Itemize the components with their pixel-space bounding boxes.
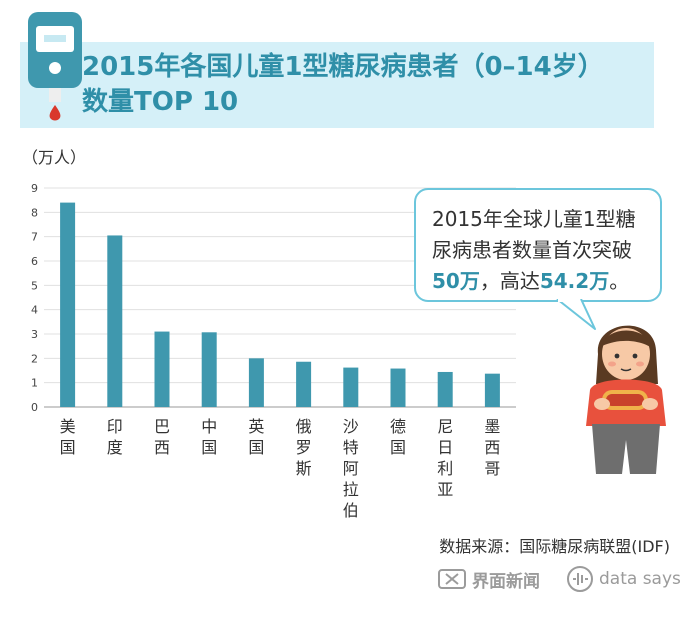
datasays-logo: data says: [566, 564, 681, 594]
y-tick-label: 1: [31, 377, 38, 390]
callout-highlight-50: 50万: [432, 269, 480, 293]
title-banner: [20, 42, 654, 128]
bar-2: [107, 235, 123, 407]
title-line-2: 数量TOP 10: [82, 87, 239, 117]
datasays-logo-icon: [567, 566, 593, 592]
category-label: 德国: [390, 417, 406, 457]
callout-line-3: 50万，高达54.2万。: [432, 266, 654, 297]
bar-10: [484, 373, 500, 407]
y-tick-label: 4: [31, 304, 38, 317]
y-tick-label: 8: [31, 206, 38, 219]
category-label: 印度: [107, 417, 123, 457]
callout-tail: [556, 299, 596, 330]
bar-1: [60, 202, 76, 407]
y-tick-label: 6: [31, 255, 38, 268]
bar-7: [343, 367, 359, 407]
jiemian-logo-text: 界面新闻: [472, 571, 540, 592]
y-tick-label: 9: [31, 182, 38, 195]
callout-bubble: [414, 188, 662, 302]
jiemian-logo: 界面新闻: [438, 564, 540, 594]
bar-9: [437, 371, 453, 407]
y-tick-label: 7: [31, 231, 38, 244]
category-label: 墨西哥: [484, 417, 500, 478]
glucose-meter-icon: [28, 12, 82, 121]
category-label: 中国: [201, 417, 217, 457]
category-label: 沙特阿拉伯: [343, 417, 359, 520]
girl-illustration-icon: [586, 325, 666, 474]
category-label: 尼日利亚: [437, 417, 453, 499]
category-label: 美国: [60, 417, 76, 457]
datasays-logo-text: data says: [599, 569, 681, 589]
y-axis-unit-label: （万人）: [22, 148, 87, 167]
bar-4: [201, 332, 217, 407]
callout-highlight-542: 54.2万: [539, 269, 610, 293]
category-label: 巴西: [154, 417, 170, 457]
bar-6: [296, 361, 312, 407]
y-tick-label: 2: [31, 352, 38, 365]
y-tick-label: 3: [31, 328, 38, 341]
callout-line-2: 尿病患者数量首次突破: [432, 238, 632, 262]
y-tick-label: 5: [31, 279, 38, 292]
title-line-1: 2015年各国儿童1型糖尿病患者（0–14岁）: [82, 52, 604, 82]
callout-end: 。: [609, 269, 630, 293]
bar-8: [390, 368, 406, 407]
callout-text: 2015年全球儿童1型糖 尿病患者数量首次突破 50万，高达54.2万。: [432, 204, 654, 297]
jiemian-logo-icon: [438, 569, 466, 589]
data-source: 数据来源：国际糖尿病联盟(IDF): [439, 537, 670, 556]
category-label: 英国: [248, 417, 264, 457]
y-tick-label: 0: [31, 401, 38, 414]
bar-5: [248, 358, 264, 407]
callout-line-1: 2015年全球儿童1型糖: [432, 207, 636, 231]
bar-3: [154, 331, 170, 407]
callout-middle: ，高达: [479, 269, 540, 293]
category-label: 俄罗斯: [296, 417, 312, 478]
chart-title: 2015年各国儿童1型糖尿病患者（0–14岁） 数量TOP 10: [82, 50, 642, 120]
